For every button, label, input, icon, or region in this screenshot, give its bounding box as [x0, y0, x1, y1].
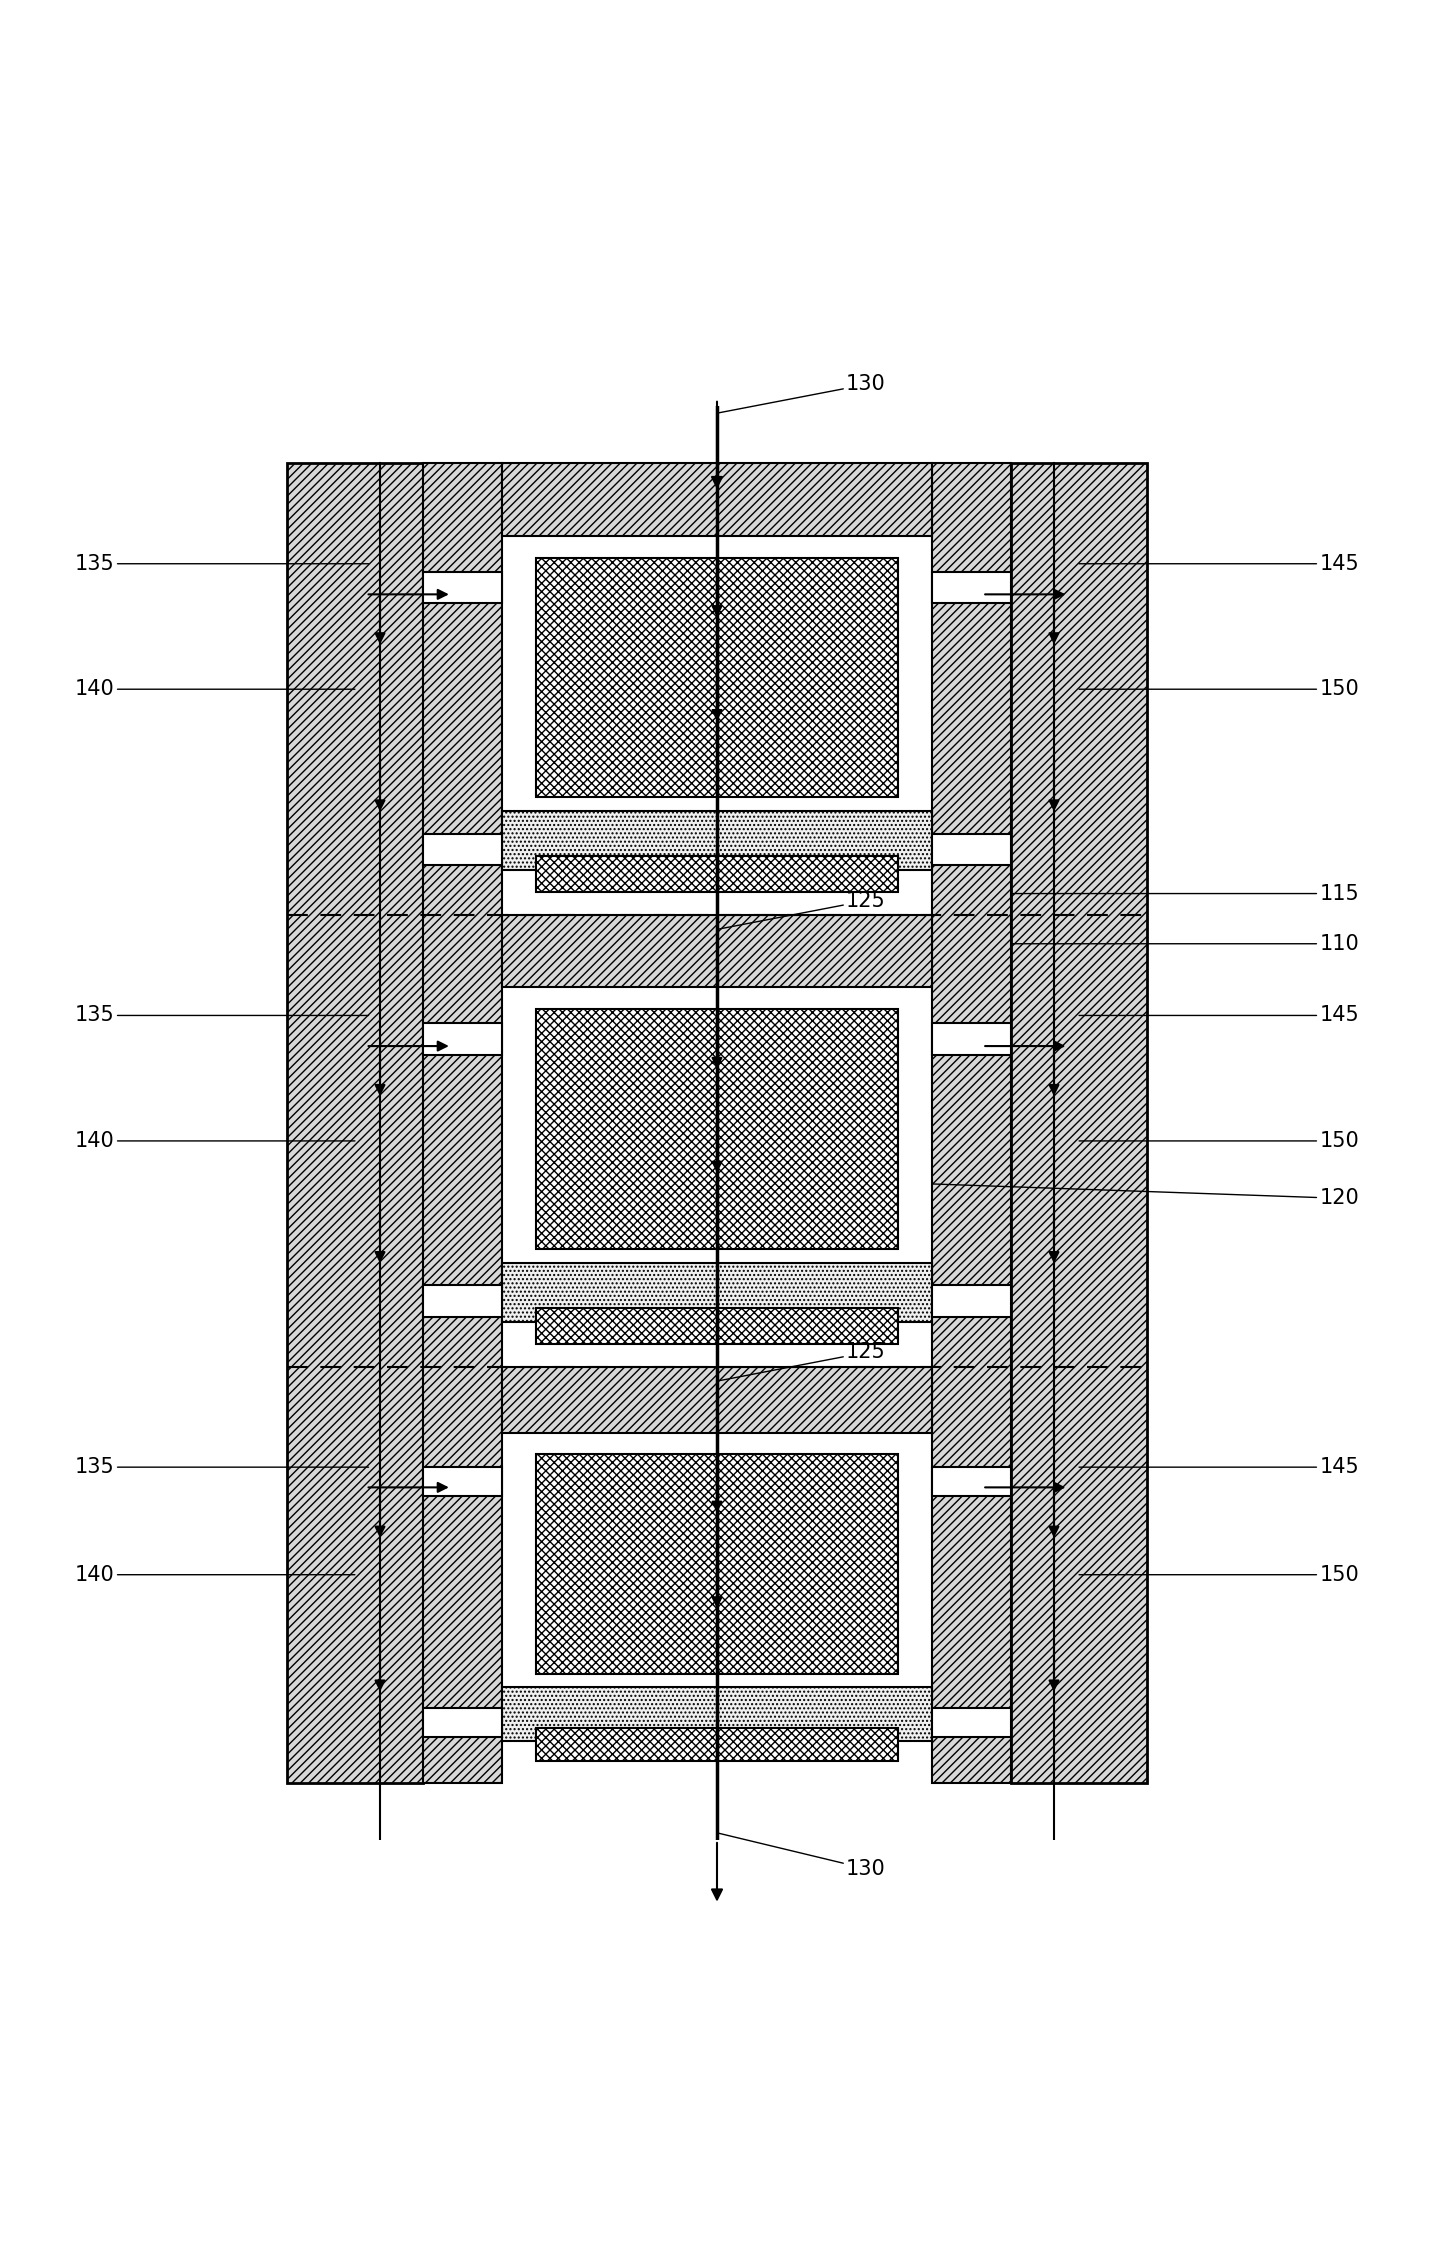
- Text: 150: 150: [1078, 678, 1359, 699]
- Text: 130: 130: [717, 1833, 886, 1878]
- Bar: [502, 1368, 932, 1433]
- Bar: [536, 856, 898, 892]
- Bar: [536, 1307, 898, 1343]
- Text: 130: 130: [717, 375, 886, 413]
- Text: 120: 120: [932, 1184, 1359, 1208]
- Bar: [932, 833, 1011, 865]
- Bar: [932, 1285, 1011, 1316]
- Bar: [536, 1008, 898, 1249]
- Bar: [423, 463, 502, 1783]
- Text: 125: 125: [717, 1343, 886, 1381]
- Bar: [423, 1467, 502, 1496]
- Text: 125: 125: [717, 892, 886, 930]
- Text: 135: 135: [75, 1458, 369, 1478]
- Bar: [423, 833, 502, 865]
- Bar: [423, 573, 502, 604]
- Bar: [536, 1453, 898, 1673]
- Text: 110: 110: [1011, 934, 1359, 955]
- Bar: [423, 1024, 502, 1056]
- Bar: [932, 573, 1011, 604]
- Bar: [502, 811, 932, 869]
- Text: 140: 140: [75, 1565, 356, 1586]
- Bar: [502, 1262, 932, 1321]
- Text: 145: 145: [1078, 1006, 1359, 1026]
- Text: 135: 135: [75, 555, 369, 573]
- Bar: [536, 1729, 898, 1761]
- Text: 145: 145: [1078, 555, 1359, 573]
- Bar: [932, 1024, 1011, 1056]
- Text: 145: 145: [1078, 1458, 1359, 1478]
- Bar: [1011, 463, 1147, 1783]
- Bar: [423, 1707, 502, 1736]
- Bar: [287, 463, 423, 1783]
- Text: 140: 140: [75, 1132, 356, 1150]
- Bar: [932, 1707, 1011, 1736]
- Bar: [932, 1467, 1011, 1496]
- Bar: [502, 463, 932, 535]
- Text: 150: 150: [1078, 1565, 1359, 1586]
- Text: 140: 140: [75, 678, 356, 699]
- Bar: [502, 914, 932, 988]
- Text: 115: 115: [1011, 883, 1359, 903]
- Bar: [536, 557, 898, 797]
- Text: 135: 135: [75, 1006, 369, 1026]
- Bar: [932, 463, 1011, 1783]
- Bar: [502, 1687, 932, 1741]
- Bar: [423, 1285, 502, 1316]
- Text: 150: 150: [1078, 1132, 1359, 1150]
